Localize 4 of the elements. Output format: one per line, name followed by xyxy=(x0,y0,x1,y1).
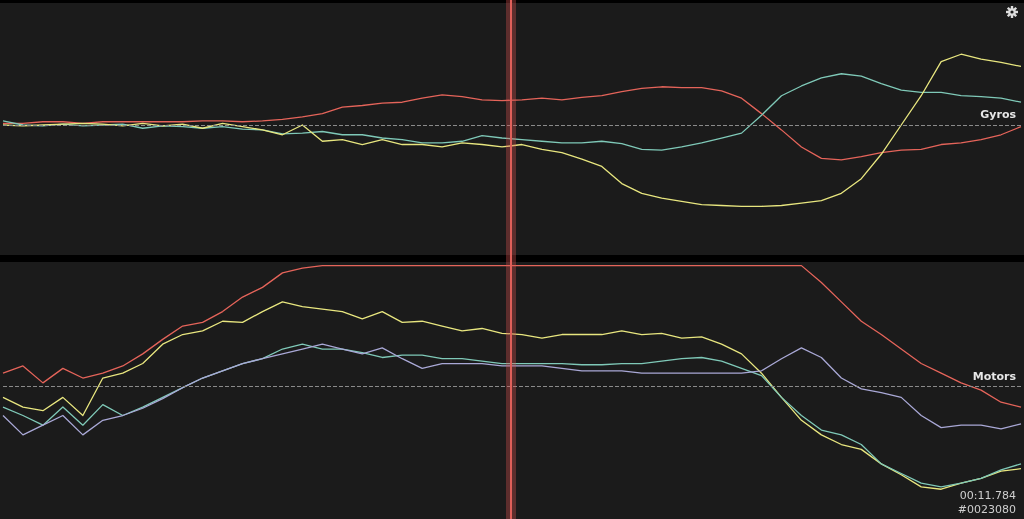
ref-line-label: Motors xyxy=(972,369,1017,383)
annotation: 00:11.784 xyxy=(959,489,1016,502)
text: #0023080 xyxy=(957,503,1016,516)
ref-line-label: Gyros xyxy=(980,108,1017,121)
